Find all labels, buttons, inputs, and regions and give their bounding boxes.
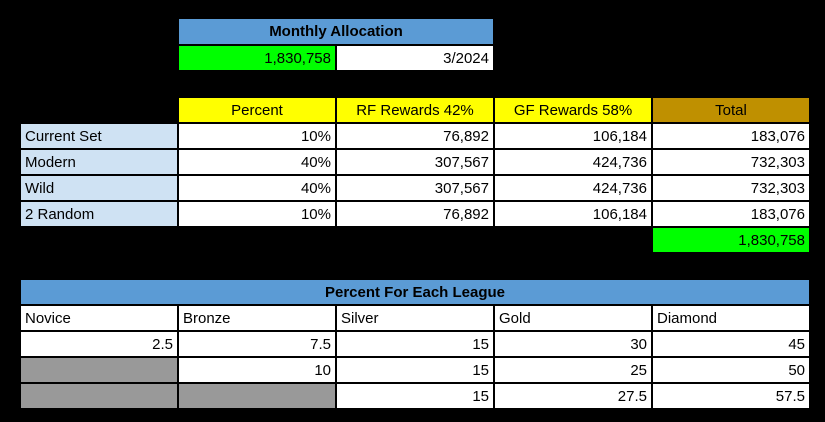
current-set-rf[interactable]: 76,892 — [336, 123, 494, 149]
row-label-modern[interactable]: Modern — [20, 149, 178, 175]
header-total[interactable]: Total — [652, 97, 810, 123]
wild-rf[interactable]: 307,567 — [336, 175, 494, 201]
league-row3-novice-disabled[interactable] — [20, 383, 178, 409]
league-row1-novice[interactable]: 2.5 — [20, 331, 178, 357]
2-random-gf[interactable]: 106,184 — [494, 201, 652, 227]
league-title[interactable]: Percent For Each League — [20, 279, 810, 305]
league-row3-silver[interactable]: 15 — [336, 383, 494, 409]
monthly-allocation-title[interactable]: Monthly Allocation — [178, 18, 494, 45]
league-row2-novice-disabled[interactable] — [20, 357, 178, 383]
league-row3-bronze-disabled[interactable] — [178, 383, 336, 409]
league-header-gold[interactable]: Gold — [494, 305, 652, 331]
league-row1-silver[interactable]: 15 — [336, 331, 494, 357]
monthly-allocation-amount[interactable]: 1,830,758 — [178, 45, 336, 71]
league-row2-bronze[interactable]: 10 — [178, 357, 336, 383]
league-row3-diamond[interactable]: 57.5 — [652, 383, 810, 409]
league-header-novice[interactable]: Novice — [20, 305, 178, 331]
league-row2-gold[interactable]: 25 — [494, 357, 652, 383]
wild-total[interactable]: 732,303 — [652, 175, 810, 201]
modern-total[interactable]: 732,303 — [652, 149, 810, 175]
league-row2-silver[interactable]: 15 — [336, 357, 494, 383]
league-header-diamond[interactable]: Diamond — [652, 305, 810, 331]
league-row1-diamond[interactable]: 45 — [652, 331, 810, 357]
header-percent[interactable]: Percent — [178, 97, 336, 123]
grand-total[interactable]: 1,830,758 — [652, 227, 810, 253]
modern-percent[interactable]: 40% — [178, 149, 336, 175]
league-header-bronze[interactable]: Bronze — [178, 305, 336, 331]
league-header-silver[interactable]: Silver — [336, 305, 494, 331]
row-label-wild[interactable]: Wild — [20, 175, 178, 201]
2-random-rf[interactable]: 76,892 — [336, 201, 494, 227]
modern-rf[interactable]: 307,567 — [336, 149, 494, 175]
league-row2-diamond[interactable]: 50 — [652, 357, 810, 383]
2-random-total[interactable]: 183,076 — [652, 201, 810, 227]
row-label-current-set[interactable]: Current Set — [20, 123, 178, 149]
wild-gf[interactable]: 424,736 — [494, 175, 652, 201]
current-set-percent[interactable]: 10% — [178, 123, 336, 149]
current-set-gf[interactable]: 106,184 — [494, 123, 652, 149]
monthly-allocation-date[interactable]: 3/2024 — [336, 45, 494, 71]
modern-gf[interactable]: 424,736 — [494, 149, 652, 175]
current-set-total[interactable]: 183,076 — [652, 123, 810, 149]
header-rf-rewards[interactable]: RF Rewards 42% — [336, 97, 494, 123]
header-gf-rewards[interactable]: GF Rewards 58% — [494, 97, 652, 123]
league-row3-gold[interactable]: 27.5 — [494, 383, 652, 409]
row-label-2-random[interactable]: 2 Random — [20, 201, 178, 227]
2-random-percent[interactable]: 10% — [178, 201, 336, 227]
league-row1-gold[interactable]: 30 — [494, 331, 652, 357]
wild-percent[interactable]: 40% — [178, 175, 336, 201]
league-row1-bronze[interactable]: 7.5 — [178, 331, 336, 357]
